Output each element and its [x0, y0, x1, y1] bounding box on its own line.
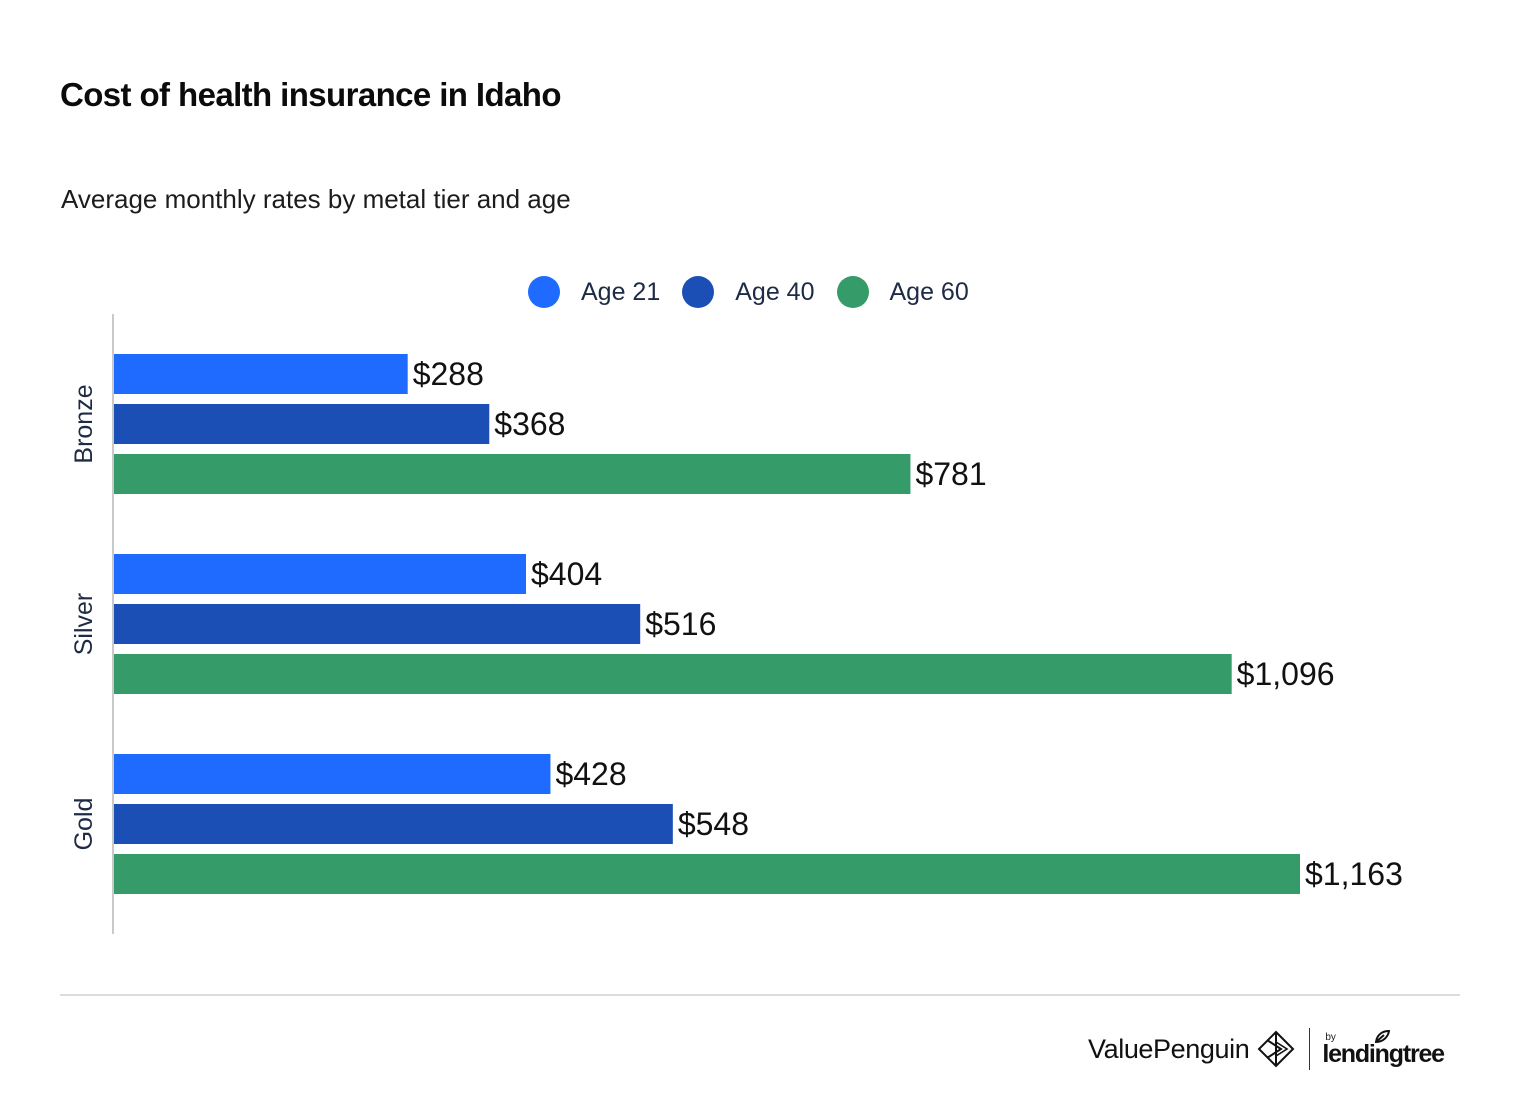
bar-gold-age-60 [114, 854, 1300, 894]
legend-label-age-21: Age 21 [581, 277, 661, 306]
data-label-silver-age-60: $1,096 [1237, 656, 1335, 692]
lendingtree-logo-text: lendingtree [1322, 1040, 1445, 1068]
footer-brand: ValuePenguin by lendingtree [1088, 1024, 1446, 1074]
category-label-gold: Gold [70, 798, 98, 851]
bar-gold-age-40 [114, 804, 673, 844]
data-label-gold-age-40: $548 [678, 806, 749, 842]
legend-label-age-60: Age 60 [889, 277, 969, 306]
legend-swatch-age-40 [682, 276, 715, 308]
leaf-icon [1375, 1030, 1391, 1044]
lendingtree-by-text: by [1325, 1032, 1336, 1043]
bar-bronze-age-40 [114, 404, 490, 444]
legend-swatch-age-60 [836, 276, 869, 308]
data-label-bronze-age-60: $781 [915, 456, 986, 492]
bar-silver-age-21 [114, 554, 526, 594]
legend-label-age-40: Age 40 [735, 277, 815, 306]
brand-separator [1309, 1028, 1311, 1070]
bar-gold-age-21 [114, 754, 551, 794]
legend-item-age-40: Age 40 [682, 276, 815, 308]
lendingtree-logo: by lendingtree [1322, 1024, 1446, 1074]
data-label-gold-age-60: $1,163 [1305, 856, 1403, 892]
bar-bronze-age-21 [114, 354, 408, 394]
chart-title: Cost of health insurance in Idaho [60, 76, 562, 113]
data-label-gold-age-21: $428 [555, 756, 626, 792]
legend-item-age-21: Age 21 [528, 276, 660, 308]
valuepenguin-logo-icon [1257, 1030, 1295, 1068]
footer-divider [60, 994, 1460, 996]
legend-swatch-age-21 [528, 276, 560, 308]
bar-silver-age-40 [114, 604, 641, 644]
chart-legend: Age 21 Age 40 Age 60 [528, 275, 991, 309]
legend-item-age-60: Age 60 [836, 276, 969, 308]
data-label-silver-age-21: $404 [531, 556, 602, 592]
data-label-bronze-age-21: $288 [413, 356, 484, 392]
chart-subtitle: Average monthly rates by metal tier and … [61, 184, 571, 214]
bar-bronze-age-60 [114, 454, 911, 494]
data-label-bronze-age-40: $368 [494, 406, 565, 442]
valuepenguin-logo-text: ValuePenguin [1088, 1033, 1250, 1064]
data-label-silver-age-40: $516 [645, 606, 716, 642]
bar-silver-age-60 [114, 654, 1232, 694]
category-label-bronze: Bronze [70, 384, 98, 463]
category-label-silver: Silver [70, 593, 98, 656]
